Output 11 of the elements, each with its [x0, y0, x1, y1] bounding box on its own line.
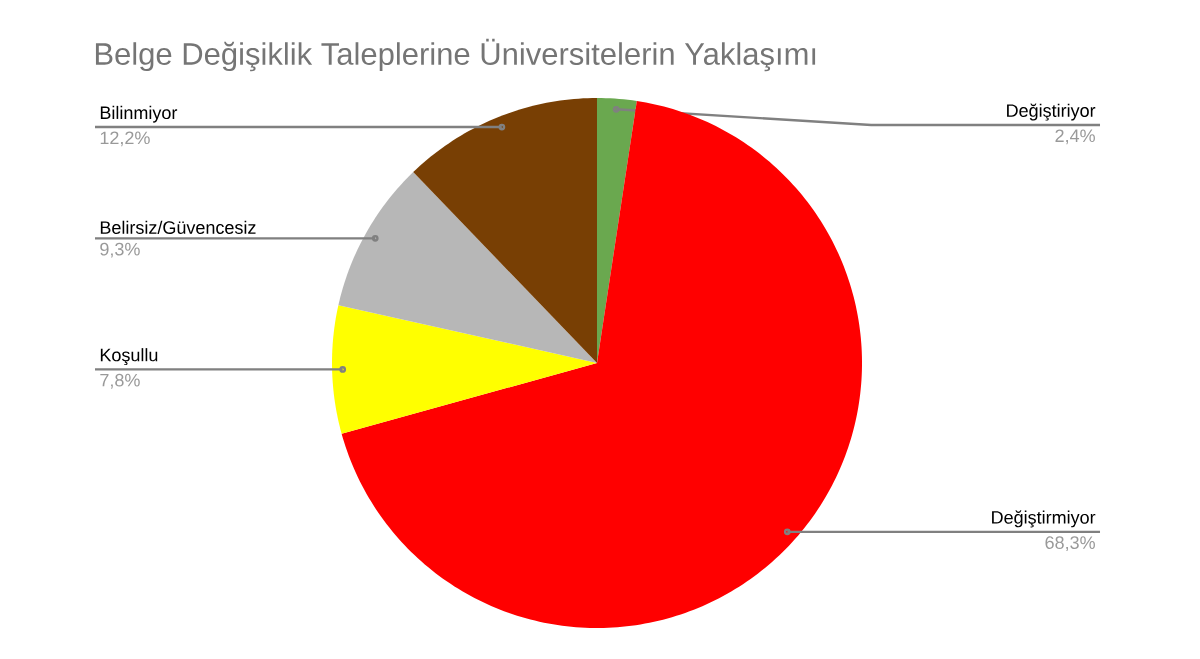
- data-label: 12,2%: [100, 131, 150, 147]
- data-label: 2,4%: [1055, 129, 1095, 145]
- slice-label: Belirsiz/Güvencesiz: [100, 220, 256, 234]
- slice-label: Bilinmiyor: [100, 105, 178, 123]
- slice-label: Koşullu: [100, 348, 158, 365]
- slice-label: Değiştirmiyor: [992, 510, 1096, 528]
- slice-label: Değiştiriyor: [1007, 103, 1096, 121]
- data-label: 9,3%: [100, 242, 140, 258]
- chart-title: Belge Değişiklik Taleplerine Üniversitelerin Yaklaşımı: [95, 38, 816, 72]
- data-label: 7,8%: [100, 373, 140, 389]
- data-label: 68,3%: [1045, 536, 1095, 552]
